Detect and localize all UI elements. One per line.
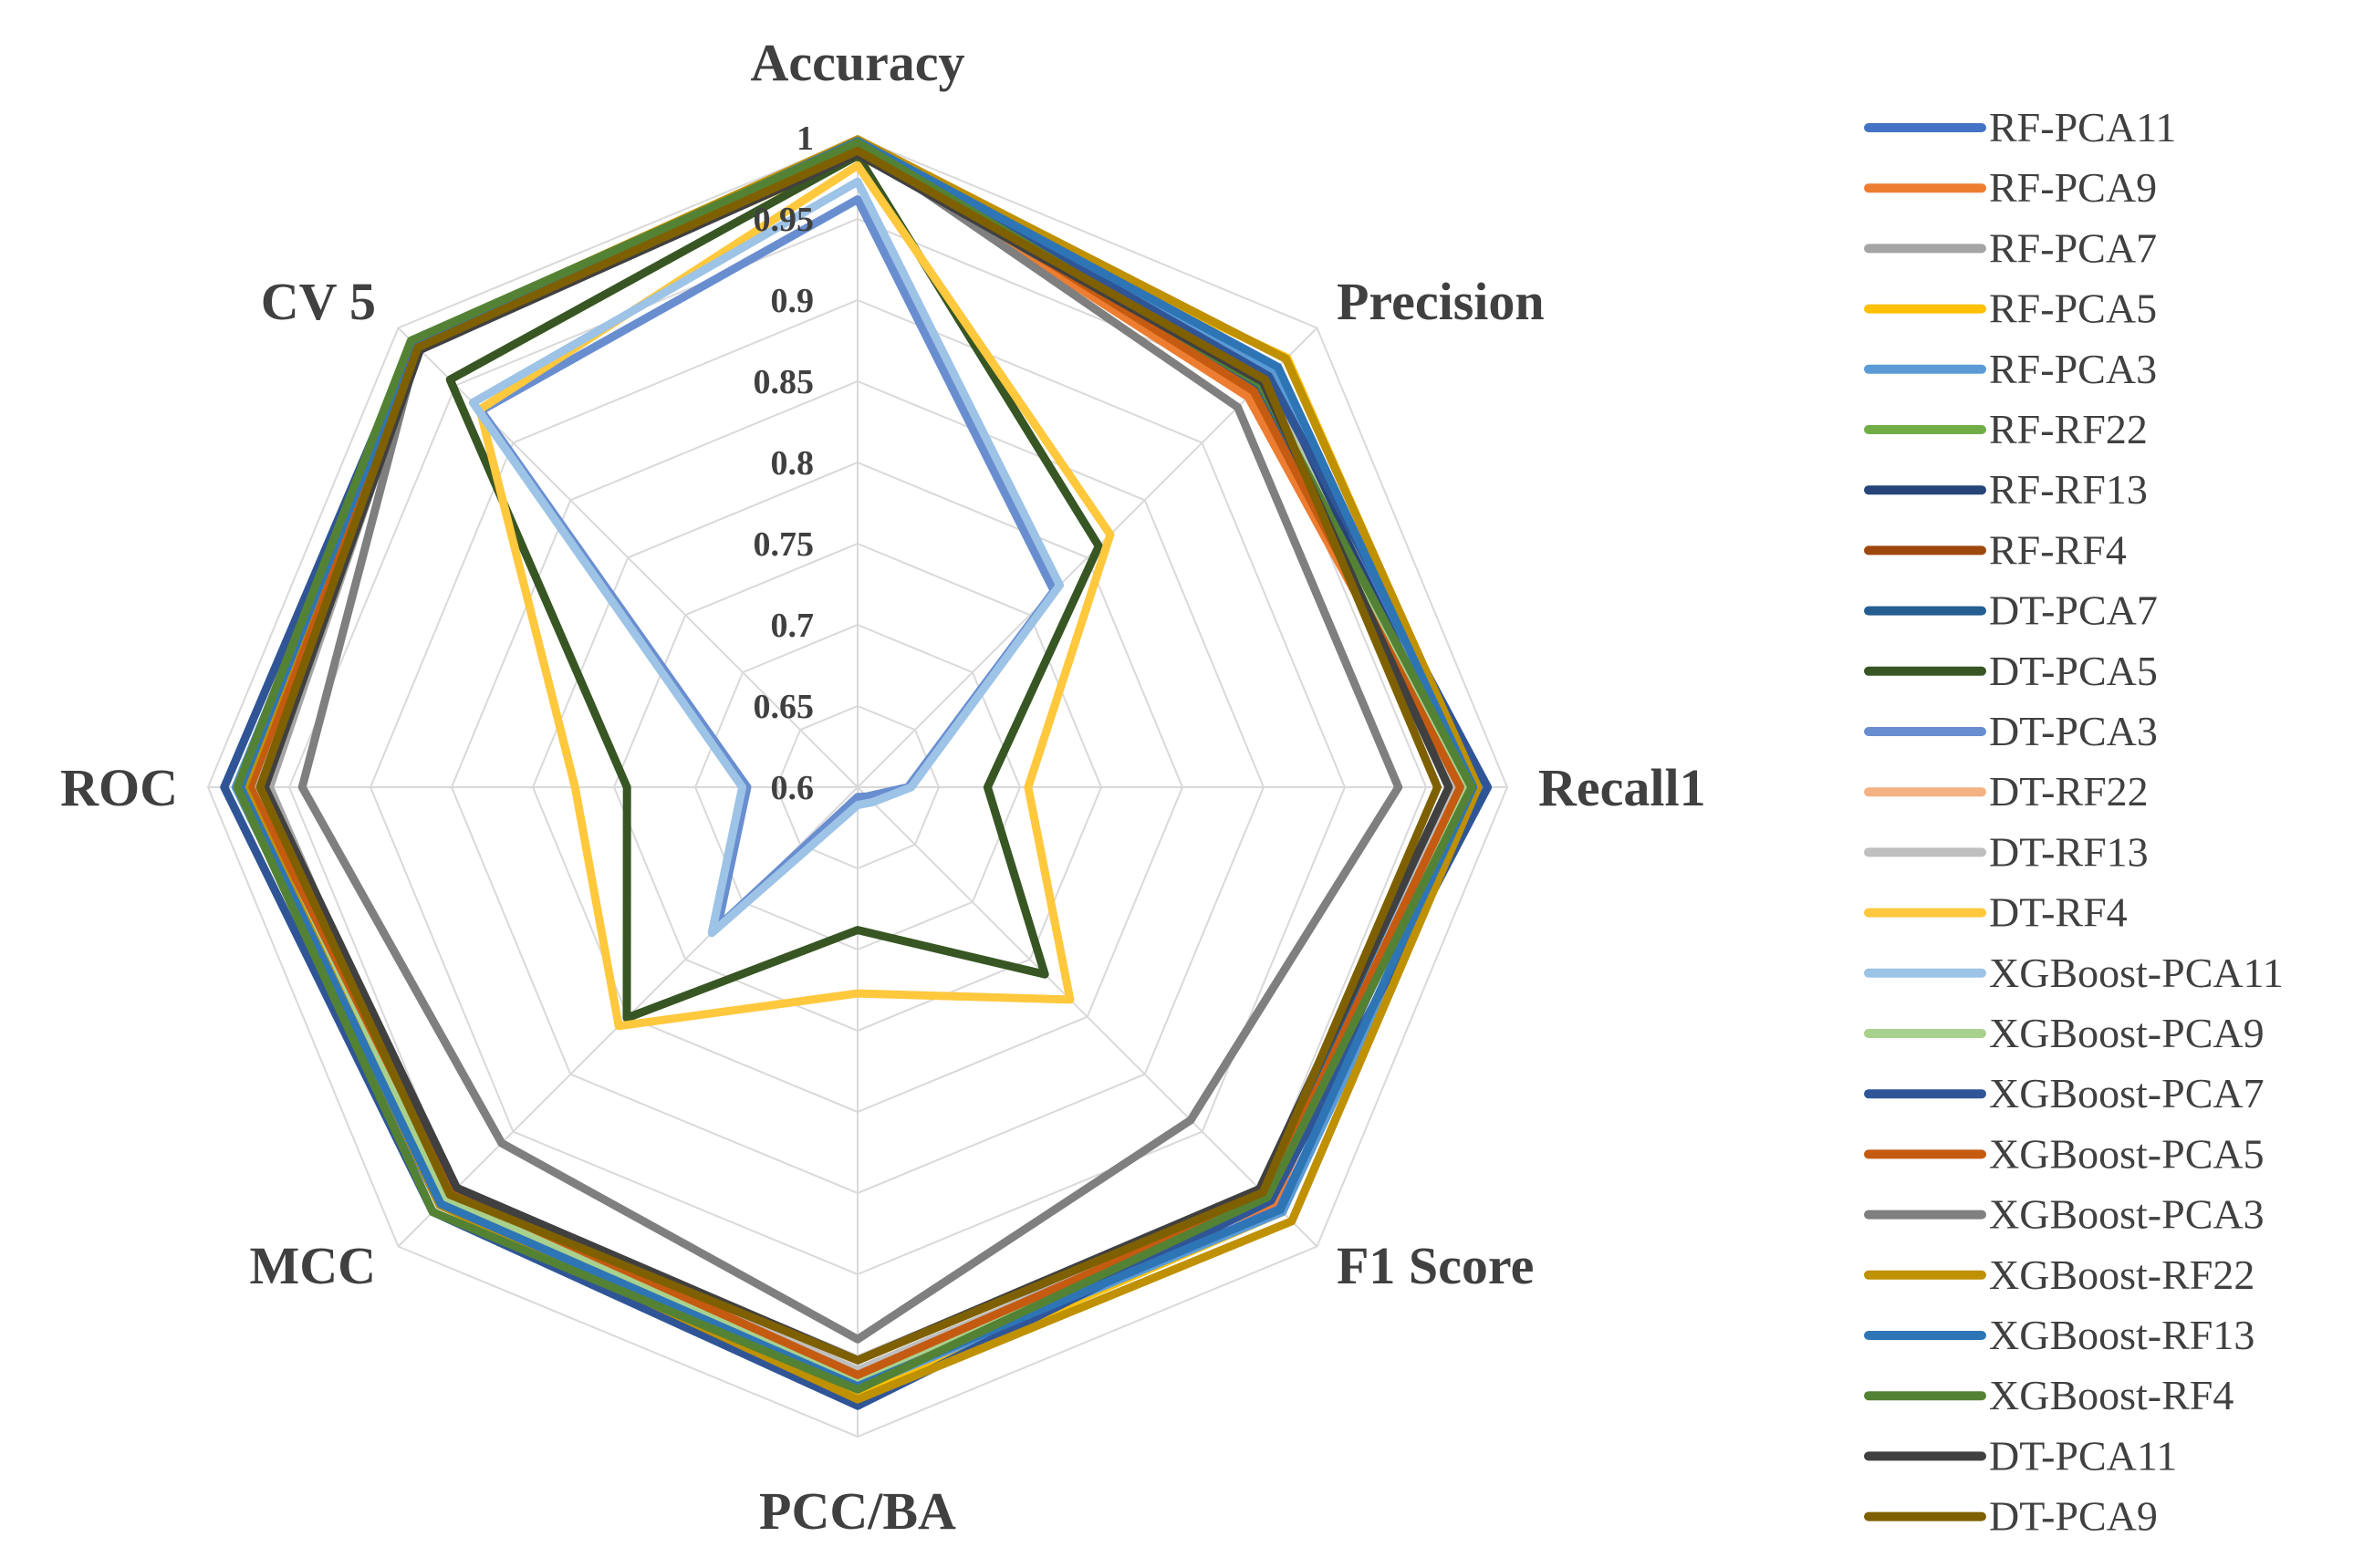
legend-item: DT-RF13: [1864, 828, 2149, 875]
series-line: [297, 141, 1403, 1344]
legend-item: XGBoost-RF22: [1864, 1251, 2254, 1298]
legend-item: XGBoost-RF4: [1864, 1372, 2233, 1418]
legend-label: RF-PCA7: [1989, 224, 2157, 271]
legend-item: DT-PCA7: [1864, 587, 2158, 634]
radar-grid: [206, 136, 1509, 1438]
legend-label: XGBoost-PCA9: [1989, 1010, 2265, 1056]
axis-label: CV 5: [261, 272, 376, 331]
legend-label: DT-PCA3: [1989, 708, 2158, 754]
tick-label: 0.6: [771, 769, 815, 807]
legend-item: RF-PCA11: [1864, 104, 2176, 151]
chart-legend: RF-PCA11 RF-PCA9 RF-PCA7 RF-PCA5 RF-PCA3 RF-R…: [1864, 104, 2284, 1540]
legend-item: RF-PCA3: [1864, 346, 2157, 392]
legend-item: RF-PCA5: [1864, 286, 2157, 332]
legend-label: DT-RF22: [1989, 768, 2149, 815]
tick-label: 0.75: [754, 525, 815, 564]
legend-item: XGBoost-PCA9: [1864, 1010, 2265, 1056]
legend-label: DT-PCA11: [1989, 1432, 2177, 1479]
legend-item: DT-PCA3: [1864, 708, 2158, 754]
legend-item: DT-RF22: [1864, 768, 2149, 815]
radar-axis-labels: Accuracy Precision Recall1 F1 Score PCC/BA MC…: [60, 33, 1706, 1541]
legend-label: RF-PCA11: [1989, 104, 2176, 151]
legend-item: XGBoost-RF13: [1864, 1312, 2254, 1358]
grid-spoke: [857, 786, 1318, 1248]
legend-item: RF-PCA9: [1864, 164, 2157, 211]
tick-label: 0.7: [771, 607, 815, 645]
legend-label: RF-PCA3: [1989, 346, 2157, 392]
tick-label: 0.95: [754, 201, 815, 239]
legend-item: DT-PCA5: [1864, 648, 2158, 694]
legend-label: XGBoost-PCA7: [1989, 1070, 2265, 1116]
legend-label: RF-RF22: [1989, 406, 2148, 452]
legend-item: RF-RF22: [1864, 406, 2148, 452]
legend-label: DT-PCA7: [1989, 587, 2158, 634]
legend-label: XGBoost-PCA5: [1989, 1130, 2265, 1177]
axis-label: Accuracy: [750, 33, 964, 92]
legend-label: RF-RF13: [1989, 466, 2148, 513]
legend-label: DT-RF4: [1989, 889, 2128, 936]
legend-item: XGBoost-PCA5: [1864, 1130, 2265, 1177]
legend-label: XGBoost-RF4: [1989, 1372, 2233, 1418]
tick-label: 0.8: [771, 444, 815, 483]
legend-label: DT-PCA5: [1989, 648, 2158, 694]
legend-item: RF-RF13: [1864, 466, 2148, 513]
legend-label: DT-RF13: [1989, 828, 2149, 875]
tick-label: 0.65: [754, 688, 815, 726]
series-line: [468, 177, 1064, 938]
legend-label: XGBoost-RF22: [1989, 1251, 2254, 1298]
series-line: [255, 146, 1442, 1365]
legend-item: XGBoost-PCA3: [1864, 1191, 2265, 1238]
legend-label: XGBoost-PCA11: [1989, 950, 2284, 996]
legend-label: XGBoost-RF13: [1989, 1312, 2254, 1358]
legend-item: DT-RF4: [1864, 889, 2128, 936]
tick-label: 0.9: [771, 282, 815, 320]
legend-label: RF-PCA9: [1989, 164, 2157, 211]
axis-label: Precision: [1337, 272, 1545, 331]
legend-label: RF-PCA5: [1989, 286, 2157, 332]
tick-label: 0.85: [754, 363, 815, 401]
series-line: [233, 138, 1476, 1394]
legend-label: XGBoost-PCA3: [1989, 1191, 2265, 1238]
axis-label: PCC/BA: [759, 1481, 956, 1541]
radar-tick-labels: 0.6 0.65 0.7 0.75 0.8 0.85 0.9 0.95 1: [754, 119, 815, 807]
radar-series: [220, 135, 1493, 1410]
axis-label: Recall1: [1538, 758, 1706, 817]
legend-item: XGBoost-PCA7: [1864, 1070, 2265, 1116]
legend-item: DT-PCA11: [1864, 1432, 2177, 1479]
tick-label: 1: [797, 119, 814, 158]
legend-item: RF-PCA7: [1864, 224, 2157, 271]
legend-label: DT-PCA9: [1989, 1493, 2158, 1540]
legend-item: XGBoost-PCA11: [1864, 950, 2284, 996]
legend-item: DT-PCA9: [1864, 1493, 2158, 1540]
legend-label: RF-RF4: [1989, 526, 2127, 573]
series-line: [475, 161, 1115, 1031]
axis-label: ROC: [60, 758, 178, 817]
axis-label: F1 Score: [1337, 1236, 1534, 1295]
axis-label: MCC: [249, 1236, 376, 1295]
legend-item: RF-RF4: [1864, 526, 2127, 573]
